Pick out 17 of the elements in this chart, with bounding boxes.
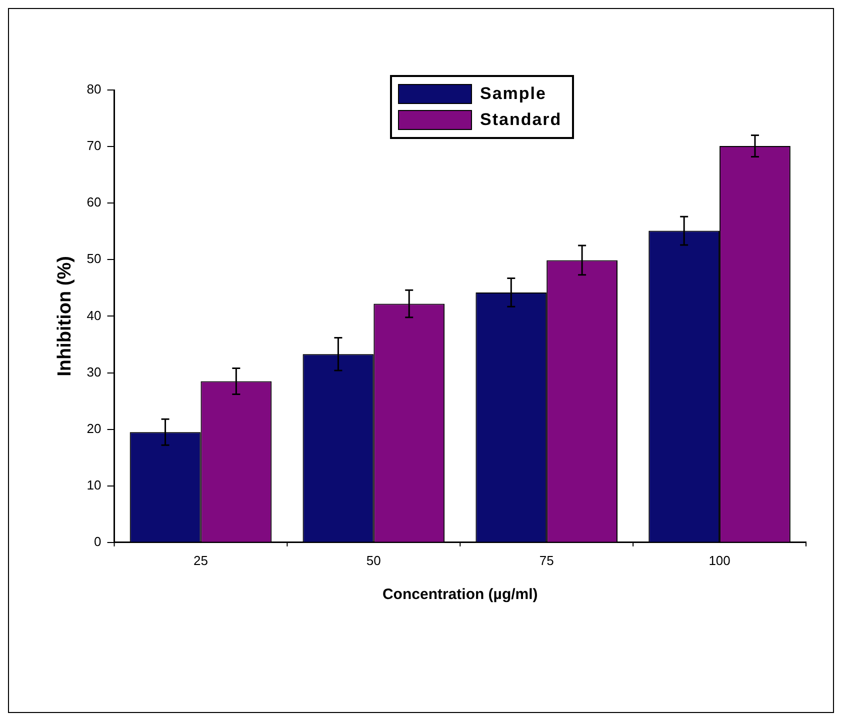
y-tick-label: 30 [86,364,102,380]
x-tick-label: 25 [193,552,208,568]
legend-label: Sample [480,84,546,104]
y-tick-label: 40 [86,308,102,323]
x-tick-label: 75 [539,552,554,568]
y-axis-title: Inhibition (%) [54,256,76,376]
x-tick-label: 50 [366,552,381,568]
y-tick-label: 20 [86,420,102,436]
x-tick-label: 100 [708,552,730,568]
y-tick-label: 60 [86,194,102,210]
y-tick-label: 0 [94,534,102,549]
y-tick-label: 70 [86,138,102,154]
y-tick-label: 50 [86,251,102,266]
y-tick-label: 10 [86,477,102,492]
legend-label: Standard [480,110,562,130]
y-tick-label: 80 [86,82,102,97]
x-axis-title: Concentration (µg/ml) [382,586,538,604]
